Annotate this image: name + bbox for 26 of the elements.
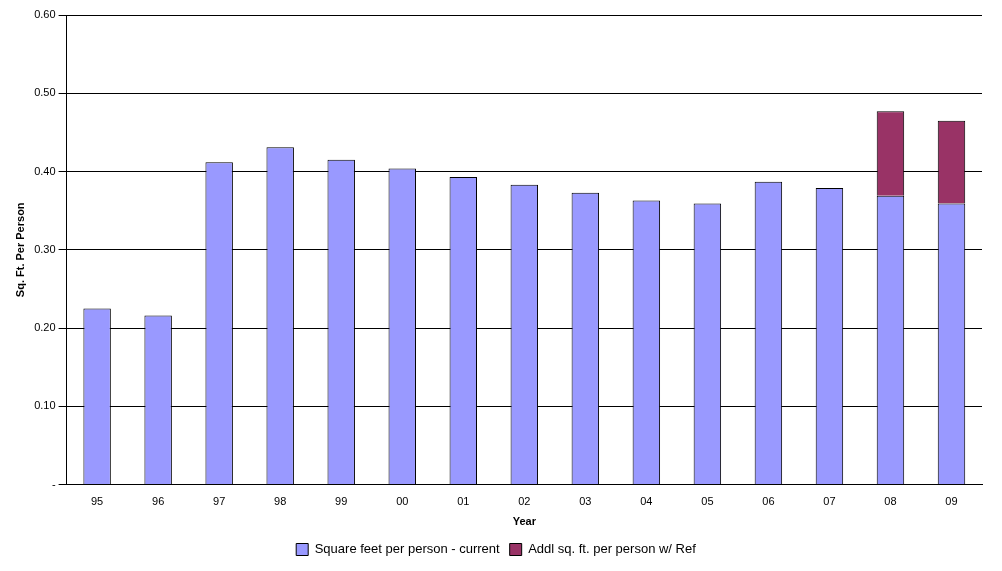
legend-label: Addl sq. ft. per person w/ Ref <box>528 541 697 557</box>
y-tick-label: 0.40 <box>34 164 56 177</box>
x-tick-label: 03 <box>579 495 592 508</box>
x-tick-label: 00 <box>396 495 409 508</box>
x-tick-label: 09 <box>945 495 958 508</box>
y-tick-label: 0.60 <box>34 8 56 21</box>
y-tick-label: 0.10 <box>34 399 56 412</box>
y-tick-label: 0.20 <box>34 321 56 334</box>
y-tick-label: 0.30 <box>34 242 56 255</box>
x-tick-label: 04 <box>640 495 653 508</box>
y-tick-label: 0.50 <box>34 86 56 99</box>
x-tick-label: 02 <box>518 495 531 508</box>
x-tick-label: 07 <box>823 495 836 508</box>
x-tick-label: 08 <box>884 495 897 508</box>
x-axis-title: Year <box>512 515 537 528</box>
x-tick-label: 98 <box>274 495 287 508</box>
y-axis-title: Sq. Ft. Per Person <box>13 202 26 298</box>
x-tick-label: 95 <box>91 495 104 508</box>
x-tick-label: 96 <box>152 495 165 508</box>
y-tick-label: - <box>51 477 56 490</box>
legend-label: Square feet per person - current <box>314 541 501 557</box>
x-tick-label: 01 <box>457 495 470 508</box>
x-tick-label: 97 <box>213 495 226 508</box>
x-tick-label: 05 <box>701 495 714 508</box>
x-tick-label: 99 <box>335 495 348 508</box>
x-tick-label: 06 <box>762 495 775 508</box>
